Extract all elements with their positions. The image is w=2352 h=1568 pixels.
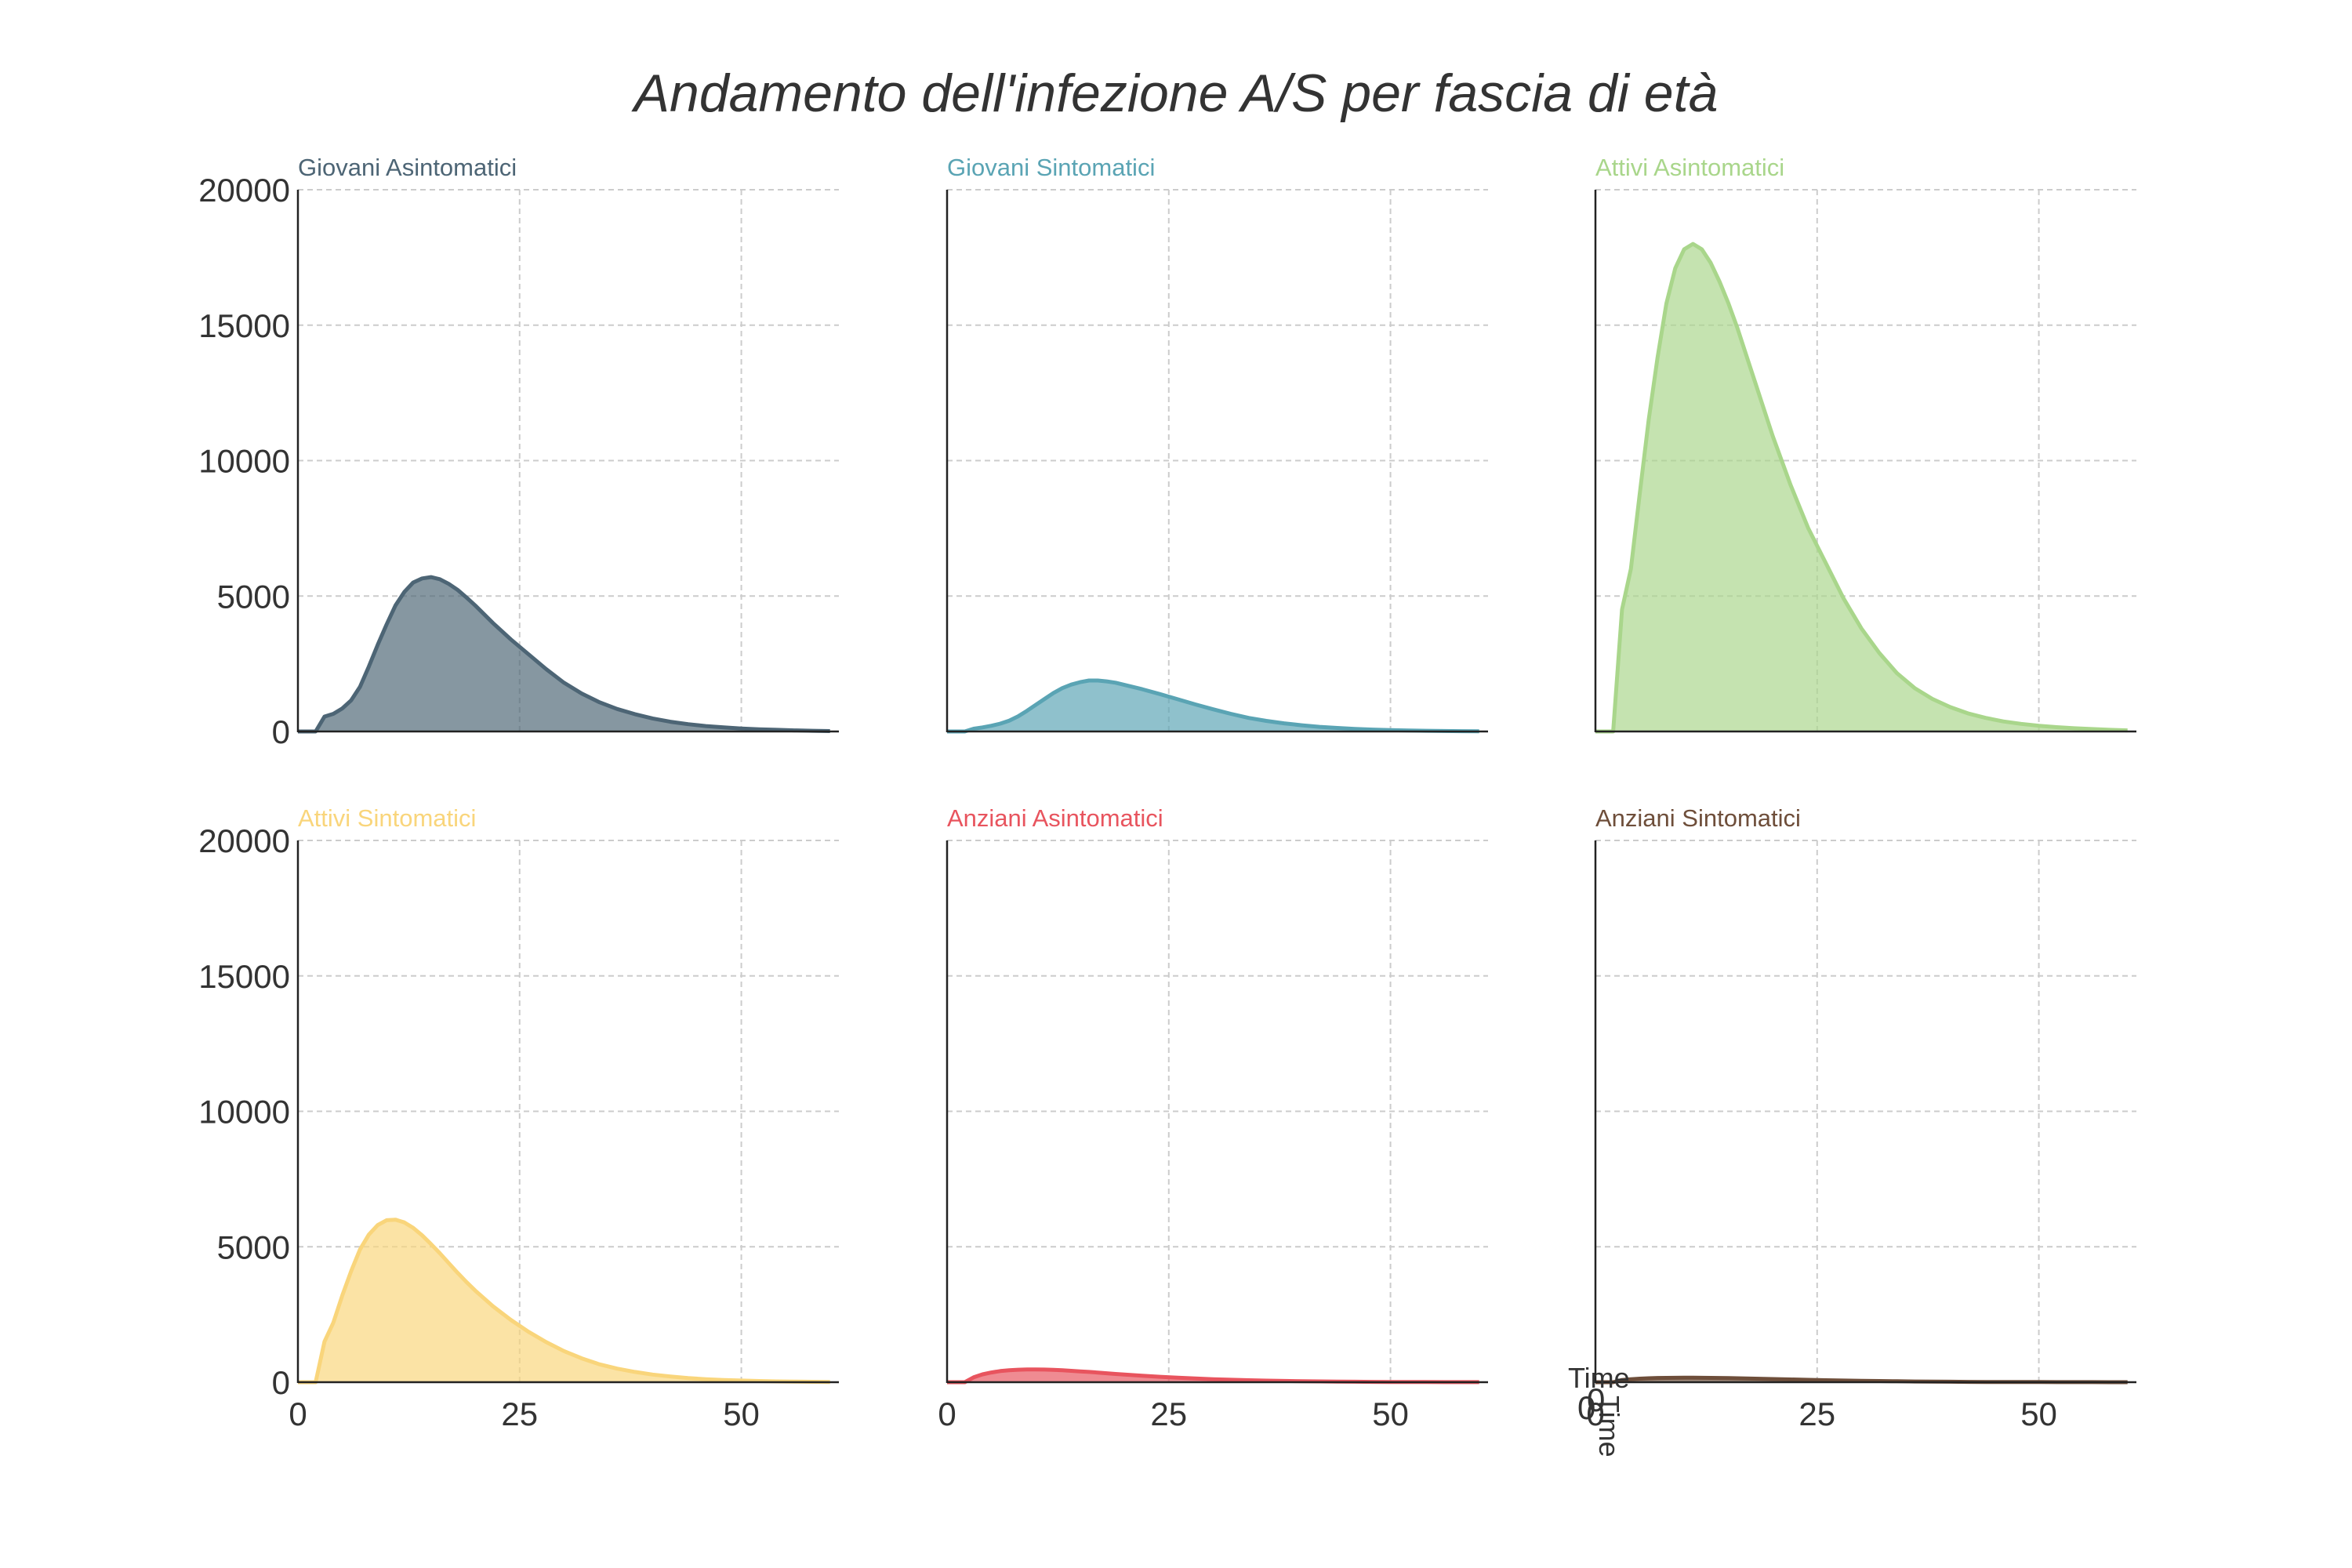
panel-title-attivi-sintomatici: Attivi Sintomatici [298,804,476,832]
panel-title-giovani-asintomatici: Giovani Asintomatici [298,154,517,181]
corner-tick-b: 0 [1587,1381,1605,1418]
panel-anziani-asintomatici: Anziani Asintomatici 0 25 50 [938,804,1488,1432]
y-tick-label: 20000 [198,172,290,209]
area-giovani-asintomatici [298,577,830,731]
panel-attivi-sintomatici: Attivi Sintomatici 0 5000 10000 15000 20000 0 2… [198,804,839,1432]
panel-giovani-sintomatici: Giovani Sintomatici [947,154,1488,732]
y-tick-label: 20000 [198,822,290,859]
y-tick-label: 15000 [198,958,290,995]
y-tick-label: 0 [272,713,290,750]
y-tick-label: 0 [272,1364,290,1401]
y-tick-label: 5000 [217,578,290,615]
x-tick-label: 50 [1372,1396,1409,1432]
x-tick-label: 50 [2020,1396,2057,1432]
x-tick-label: 25 [501,1396,538,1432]
y-tick-label: 10000 [198,1094,290,1131]
y-tick-label: 5000 [217,1229,290,1265]
x-tick-label: 0 [289,1396,307,1432]
x-tick-label: 25 [1150,1396,1187,1432]
panel-title-anziani-sintomatici: Anziani Sintomatici [1595,804,1801,832]
y-tick-label: 10000 [198,443,290,480]
panel-title-giovani-sintomatici: Giovani Sintomatici [947,154,1155,181]
panel-title-attivi-asintomatici: Attivi Asintomatici [1595,154,1784,181]
y-tick-label: 15000 [198,307,290,344]
x-tick-label: 0 [938,1396,956,1432]
panel-giovani-asintomatici: Giovani Asintomatici 0 5000 10000 15000 20000 [198,154,839,750]
area-attivi-asintomatici [1595,244,2128,731]
corner-labels: Time Time 0 0 [1568,1362,1630,1457]
x-tick-label: 25 [1798,1396,1835,1432]
x-tick-label: 50 [723,1396,760,1432]
area-attivi-sintomatici [298,1220,830,1382]
panel-attivi-asintomatici: Attivi Asintomatici [1595,154,2136,732]
panel-anziani-sintomatici: Anziani Sintomatici 0 25 50 [1586,804,2136,1432]
panel-title-anziani-asintomatici: Anziani Asintomatici [947,804,1163,832]
panels-group: Giovani Asintomatici05000100001500020000… [198,154,2136,1432]
area-giovani-sintomatici [947,681,1479,731]
